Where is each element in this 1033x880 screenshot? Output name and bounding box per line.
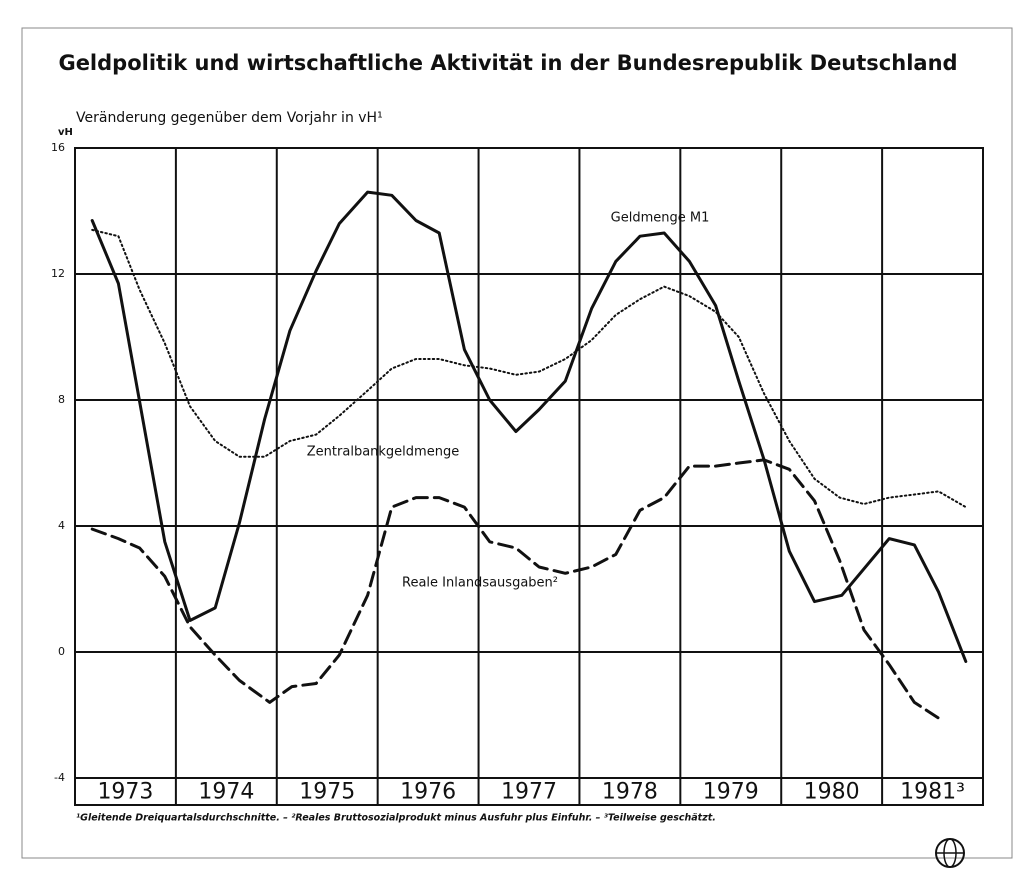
x-tick-label: 1980 <box>804 780 860 805</box>
y-tick-label: -4 <box>54 771 65 784</box>
x-tick-label: 1975 <box>299 780 355 805</box>
page-frame <box>21 27 1013 859</box>
x-tick-label: 1974 <box>198 780 254 805</box>
x-tick-label: 1979 <box>703 780 759 805</box>
y-tick-label: 0 <box>58 645 65 658</box>
y-tick-label: 12 <box>51 267 65 280</box>
series-line <box>91 228 967 509</box>
footnote: ¹Gleitende Dreiquartalsdurchschnitte. – … <box>76 813 716 824</box>
y-tick-label: 4 <box>58 519 65 532</box>
series-label: Geldmenge M1 <box>611 211 710 226</box>
plot-frame <box>74 147 984 806</box>
logo <box>935 838 965 868</box>
y-axis-label: vH <box>58 127 73 138</box>
x-tick-label: 1977 <box>501 780 557 805</box>
series-label: Reale Inlandsausgaben² <box>402 576 558 591</box>
x-tick-label: 1976 <box>400 780 456 805</box>
y-tick-label: 8 <box>58 393 65 406</box>
series-line <box>90 190 968 663</box>
y-tick-label: 16 <box>51 141 65 154</box>
series-line <box>90 458 941 720</box>
x-tick-label: 1981³ <box>900 780 965 805</box>
series-label: Zentralbankgeldmenge <box>307 445 459 460</box>
x-tick-label: 1973 <box>97 780 153 805</box>
chart-title: Geldpolitik und wirtschaftliche Aktivitä… <box>58 51 957 75</box>
x-tick-label: 1978 <box>602 780 658 805</box>
subtitle: Veränderung gegenüber dem Vorjahr in vH¹ <box>76 110 383 126</box>
